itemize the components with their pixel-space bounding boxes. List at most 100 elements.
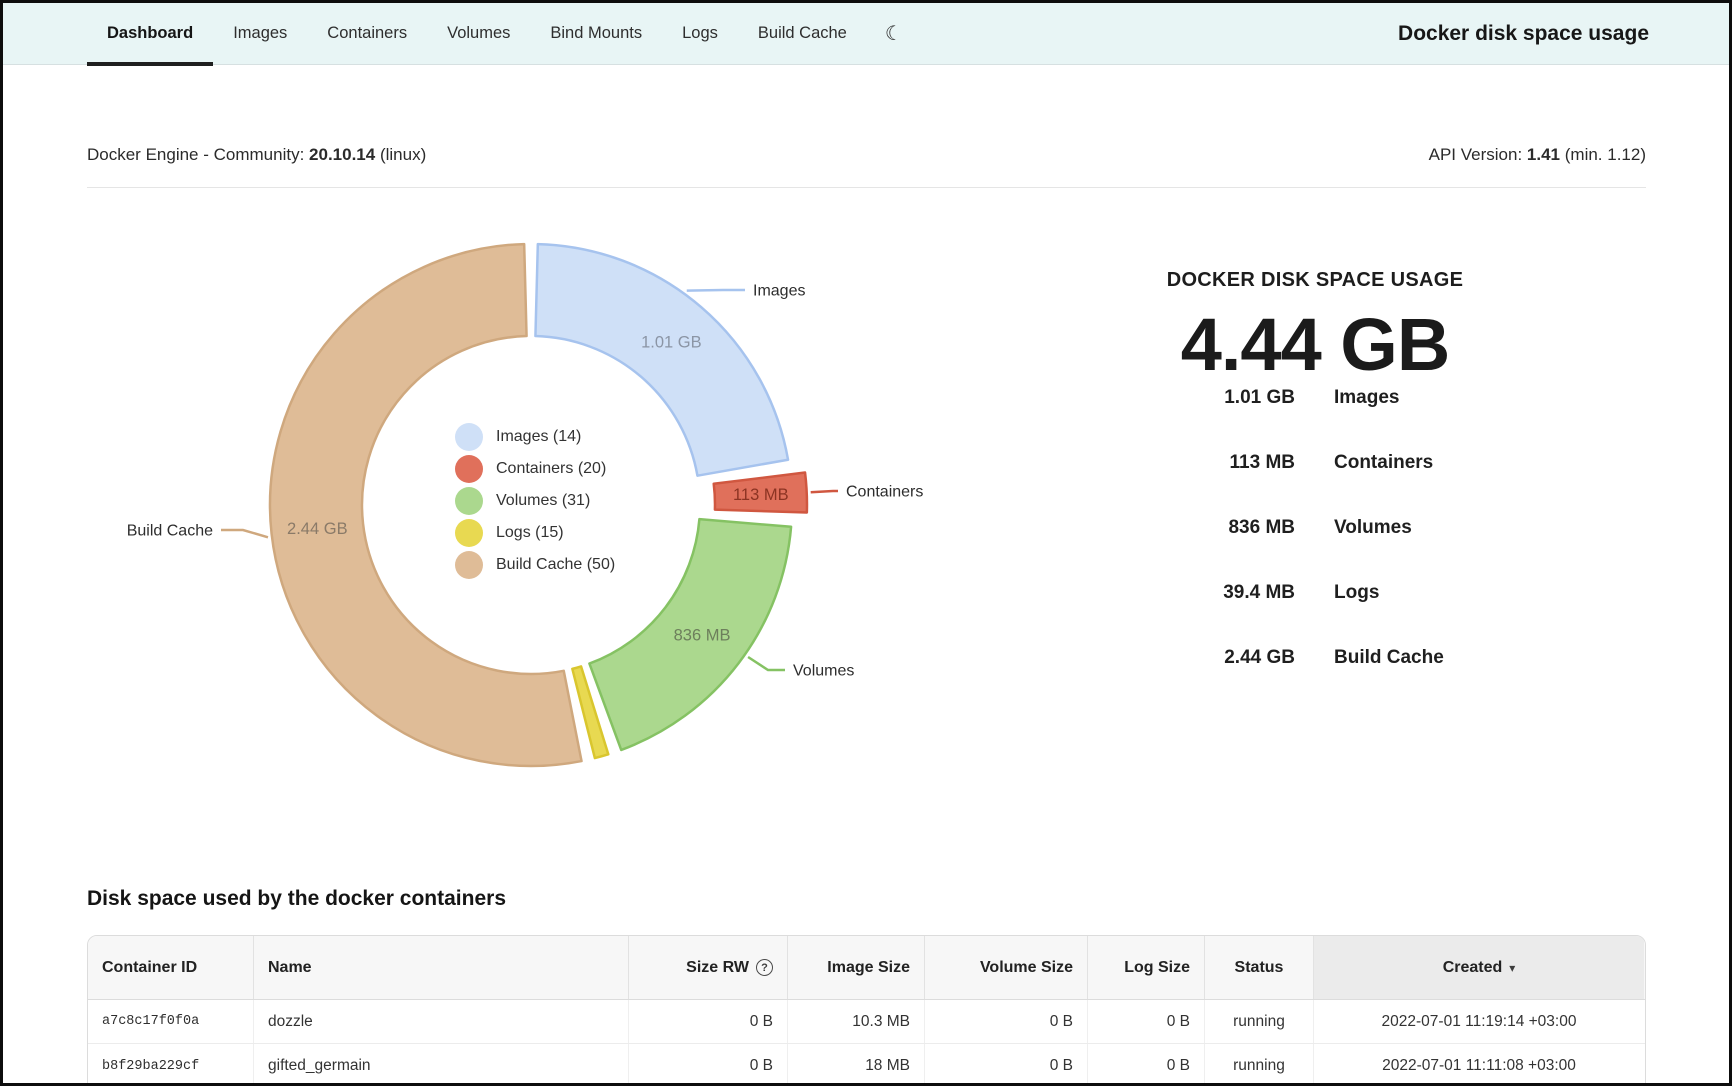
engine-os: (linux) bbox=[379, 145, 427, 164]
cell-volume-size: 0 B bbox=[925, 1044, 1088, 1083]
api-version-text: API Version: 1.41 (min. 1.12) bbox=[1429, 145, 1646, 165]
legend-label: Containers (20) bbox=[496, 460, 607, 477]
summary-label: Containers bbox=[1334, 452, 1434, 473]
legend-label: Volumes (31) bbox=[496, 492, 591, 509]
col-header-size-rw[interactable]: Size RW ? bbox=[629, 936, 788, 999]
callout-line-images bbox=[686, 288, 745, 292]
cell-image-size: 10.3 MB bbox=[788, 1000, 925, 1043]
cell-status: running bbox=[1205, 1000, 1314, 1043]
summary-label: Volumes bbox=[1334, 517, 1412, 538]
legend-item-images[interactable]: Images (14) bbox=[455, 421, 615, 453]
tab-images[interactable]: Images bbox=[233, 24, 288, 42]
donut-segment-volumes[interactable] bbox=[588, 517, 793, 752]
disk-usage-summary: DOCKER DISK SPACE USAGE 4.44 GB 1.01 GB … bbox=[1075, 265, 1555, 671]
donut-segment-logs[interactable] bbox=[571, 665, 610, 760]
help-icon[interactable]: ? bbox=[756, 959, 773, 976]
col-header-log-size[interactable]: Log Size bbox=[1088, 936, 1205, 999]
callout-label-build-cache: Build Cache bbox=[127, 523, 213, 540]
legend-item-volumes[interactable]: Volumes (31) bbox=[455, 485, 615, 517]
summary-row-build-cache: 2.44 GB Build Cache bbox=[1075, 645, 1555, 671]
tab-volumes[interactable]: Volumes bbox=[447, 24, 511, 42]
disk-usage-donut-chart: 1.01 GB Images 113 MB Containers 836 MB Volum… bbox=[127, 242, 923, 768]
nav-tabs: Dashboard Images Containers Volumes Bind… bbox=[87, 3, 867, 66]
summary-label: Build Cache bbox=[1334, 647, 1444, 668]
summary-title: DOCKER DISK SPACE USAGE bbox=[1166, 269, 1464, 291]
cell-created: 2022-07-01 11:19:14 +03:00 bbox=[1381, 1012, 1577, 1030]
col-header-size-rw-label: Size RW bbox=[686, 958, 749, 976]
sort-desc-icon: ▾ bbox=[1509, 960, 1516, 975]
cell-status: running bbox=[1205, 1044, 1314, 1083]
engine-label: Docker Engine - Community: bbox=[87, 145, 305, 164]
donut-segment-images[interactable] bbox=[534, 242, 790, 477]
cell-image-size: 18 MB bbox=[788, 1044, 925, 1083]
donut-segment-containers[interactable] bbox=[712, 471, 809, 514]
segment-value-label-volumes: 836 MB bbox=[674, 627, 731, 645]
api-label: API Version: bbox=[1428, 145, 1523, 164]
table-row[interactable]: a7c8c17f0f0a dozzle 0 B 10.3 MB 0 B 0 B … bbox=[88, 1000, 1645, 1044]
tab-build-cache[interactable]: Build Cache bbox=[757, 24, 847, 42]
top-nav: Dashboard Images Containers Volumes Bind… bbox=[3, 3, 1729, 66]
col-header-image-size[interactable]: Image Size bbox=[788, 936, 925, 999]
summary-value: 836 MB bbox=[1228, 517, 1295, 538]
legend-item-containers[interactable]: Containers (20) bbox=[455, 453, 615, 485]
summary-row-containers: 113 MB Containers bbox=[1075, 450, 1555, 476]
col-header-status[interactable]: Status bbox=[1205, 936, 1314, 999]
legend-label: Build Cache (50) bbox=[496, 556, 616, 573]
segment-value-label-build-cache: 2.44 GB bbox=[287, 520, 348, 538]
cell-container-id: b8f29ba229cf bbox=[88, 1044, 254, 1083]
summary-label: Logs bbox=[1334, 582, 1380, 603]
col-header-volume-size[interactable]: Volume Size bbox=[925, 936, 1088, 999]
tab-logs[interactable]: Logs bbox=[682, 24, 718, 42]
summary-row-logs: 39.4 MB Logs bbox=[1075, 580, 1555, 606]
tab-containers[interactable]: Containers bbox=[327, 24, 408, 42]
legend-swatch-containers bbox=[455, 455, 483, 483]
tab-bind-mounts[interactable]: Bind Mounts bbox=[550, 24, 643, 42]
containers-table-heading: Disk space used by the docker containers bbox=[87, 887, 506, 910]
legend-item-logs[interactable]: Logs (15) bbox=[455, 517, 615, 549]
col-header-container-id[interactable]: Container ID bbox=[88, 936, 254, 999]
summary-total: 4.44 GB bbox=[1180, 303, 1451, 386]
cell-container-id: a7c8c17f0f0a bbox=[88, 1000, 254, 1043]
engine-info-row: Docker Engine - Community: 20.10.14 (lin… bbox=[87, 135, 1646, 175]
cell-size-rw: 0 B bbox=[629, 1044, 788, 1083]
legend-item-build-cache[interactable]: Build Cache (50) bbox=[455, 549, 615, 581]
donut-segment-build-cache[interactable] bbox=[268, 242, 583, 768]
cell-size-rw: 0 B bbox=[629, 1000, 788, 1043]
legend-label: Logs (15) bbox=[496, 524, 564, 541]
col-header-created-label: Created bbox=[1442, 958, 1503, 976]
callout-line-containers bbox=[810, 489, 838, 494]
callout-line-volumes bbox=[747, 655, 785, 672]
summary-row-volumes: 836 MB Volumes bbox=[1075, 515, 1555, 541]
containers-table: Container ID Name Size RW ? Image Size V… bbox=[87, 935, 1646, 1083]
summary-value: 1.01 GB bbox=[1224, 387, 1295, 408]
col-header-name[interactable]: Name bbox=[254, 936, 629, 999]
summary-row-images: 1.01 GB Images bbox=[1075, 385, 1555, 411]
legend-label: Images (14) bbox=[496, 428, 582, 445]
dark-mode-toggle-moon-icon[interactable]: ☾ bbox=[884, 23, 903, 45]
cell-name: dozzle bbox=[254, 1000, 629, 1043]
callout-line-build-cache bbox=[221, 528, 269, 539]
cell-created: 2022-07-01 11:11:08 +03:00 bbox=[1382, 1057, 1576, 1074]
engine-version-text: Docker Engine - Community: 20.10.14 (lin… bbox=[87, 145, 426, 165]
divider bbox=[87, 187, 1646, 188]
table-header-row: Container ID Name Size RW ? Image Size V… bbox=[88, 936, 1645, 1000]
donut-legend: Images (14) Containers (20) Volumes (31) Lo… bbox=[455, 421, 615, 581]
legend-swatch-logs bbox=[455, 519, 483, 547]
col-header-created[interactable]: Created ▾ bbox=[1314, 936, 1644, 999]
cell-name: gifted_germain bbox=[254, 1044, 629, 1083]
cell-log-size: 0 B bbox=[1088, 1044, 1205, 1083]
table-row[interactable]: b8f29ba229cf gifted_germain 0 B 18 MB 0 … bbox=[88, 1044, 1645, 1083]
summary-value: 2.44 GB bbox=[1224, 647, 1295, 668]
tab-dashboard[interactable]: Dashboard bbox=[87, 3, 214, 66]
cell-log-size: 0 B bbox=[1088, 1000, 1205, 1043]
api-min-version: (min. 1.12) bbox=[1564, 145, 1646, 164]
summary-value: 39.4 MB bbox=[1223, 582, 1295, 603]
app-title: Docker disk space usage bbox=[1398, 21, 1649, 45]
callout-label-containers: Containers bbox=[846, 484, 923, 501]
legend-swatch-volumes bbox=[455, 487, 483, 515]
engine-version: 20.10.14 bbox=[309, 145, 376, 164]
segment-value-label-images: 1.01 GB bbox=[641, 334, 702, 352]
summary-label: Images bbox=[1334, 387, 1400, 408]
legend-swatch-images bbox=[455, 423, 483, 451]
